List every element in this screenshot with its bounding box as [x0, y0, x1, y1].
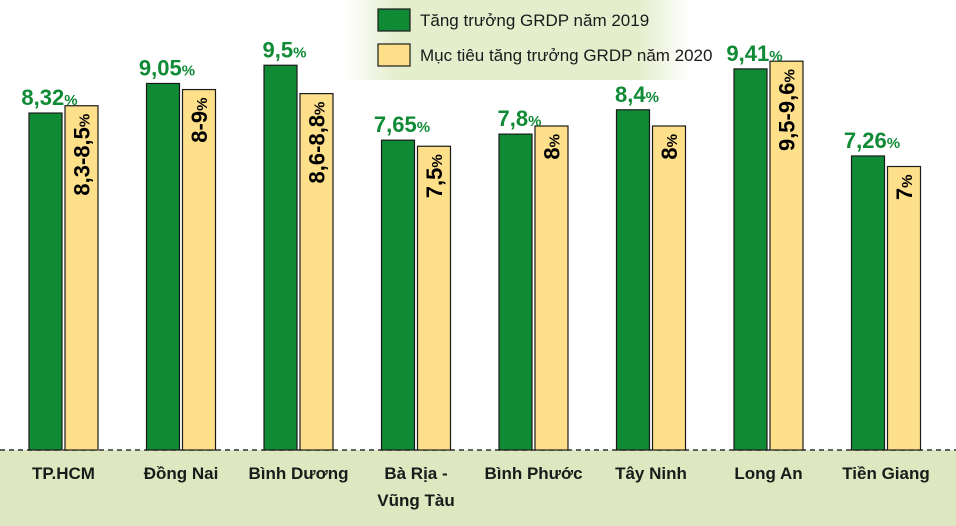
data-label-target: 7,5% [422, 154, 447, 198]
bars [28, 60, 922, 451]
data-label-target: 8-9% [187, 98, 212, 143]
data-label-growth: 7,8% [498, 106, 542, 131]
x-tick-label: Đồng Nai [144, 464, 219, 483]
data-label-growth: 8,32% [21, 85, 77, 110]
x-tick-label: Bình Dương [249, 464, 349, 483]
axis-band [0, 450, 956, 526]
data-label-growth: 9,5% [263, 37, 307, 62]
bar-target-2020 [181, 88, 217, 451]
x-tick-label: Tiền Giang [842, 464, 930, 483]
bar-growth-2019 [145, 82, 181, 451]
x-tick-label: Long An [734, 464, 802, 483]
bar-target-2020 [886, 165, 922, 451]
bar-target-2020 [651, 125, 687, 451]
data-label-target: 8% [657, 134, 682, 160]
x-tick-label: Bình Phước [484, 464, 582, 483]
legend-label-1: Tăng trưởng GRDP năm 2019 [420, 11, 649, 30]
x-axis: TP.HCM Đồng Nai Bình Dương Bà Rịa -Vũng Tàu… [0, 449, 956, 526]
data-label-target: 7% [892, 175, 917, 201]
legend-label-2: Mục tiêu tăng trưởng GRDP năm 2020 [420, 46, 712, 65]
bar-growth-2019 [733, 68, 768, 451]
bar-target-2020 [64, 105, 99, 451]
legend-swatch-1 [377, 8, 411, 32]
data-label-growth: 9,05% [139, 55, 195, 80]
bar-growth-2019 [380, 139, 416, 451]
data-label-target: 9,5-9,6% [775, 69, 800, 151]
data-label-target: 8,3-8,5% [70, 114, 95, 196]
x-tick-label: Tây Ninh [615, 464, 687, 483]
bar-growth-2019 [28, 112, 63, 451]
x-tick-label: TP.HCM [32, 464, 95, 483]
data-label-growth: 9,41% [726, 41, 782, 66]
data-label-target: 8,6-8,8% [305, 102, 330, 184]
bar-growth-2019 [850, 155, 886, 451]
legend: Tăng trưởng GRDP năm 2019 Mục tiêu tăng t… [345, 0, 712, 80]
legend-swatch-2 [377, 43, 411, 67]
bar-target-2020 [534, 125, 569, 451]
data-label-growth: 7,65% [374, 112, 430, 137]
data-label-growth: 8,4% [615, 82, 659, 107]
bar-growth-2019 [498, 133, 533, 451]
bar-target-2020 [299, 92, 334, 451]
bar-growth-2019 [263, 64, 298, 451]
data-labels: 8,32% 8,3-8,5% 9,05% 8-9% 9,5% 8,6-8,8% 7,65% 7… [21, 37, 917, 200]
x-tick-label: Bà Rịa -Vũng Tàu [377, 464, 454, 510]
data-label-target: 8% [540, 134, 565, 160]
data-label-growth: 7,26% [844, 128, 900, 153]
bar-target-2020 [769, 60, 804, 451]
bar-target-2020 [416, 145, 452, 451]
bar-growth-2019 [615, 109, 651, 451]
